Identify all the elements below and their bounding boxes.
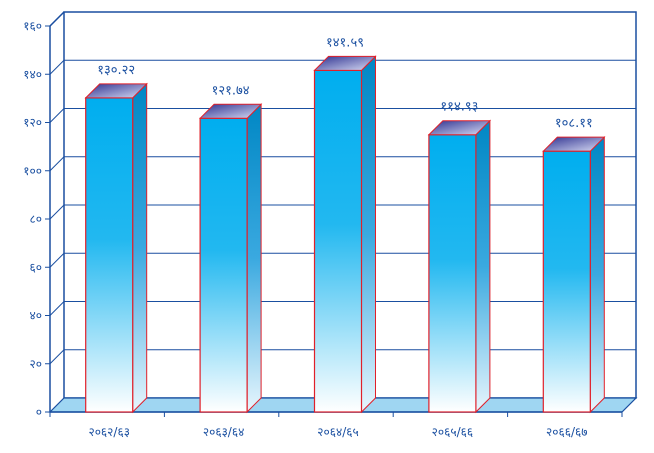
y-tick-label: १६० — [23, 19, 42, 33]
y-tick-label: ० — [36, 405, 42, 419]
bar — [85, 97, 134, 413]
y-tick-label: १४० — [23, 67, 42, 81]
bar-top — [84, 83, 148, 99]
y-tick-label: ४० — [30, 309, 42, 323]
gridline-side — [49, 349, 65, 365]
x-tick-label: २०६६/६७ — [546, 425, 587, 439]
gridline-side — [49, 252, 65, 268]
bar-top — [198, 103, 263, 119]
gridline-side — [49, 204, 65, 220]
bar-top — [313, 55, 377, 71]
gridline-side — [49, 59, 65, 75]
y-tick-label: ६० — [30, 260, 42, 274]
bar-side — [475, 119, 491, 414]
bar-side — [132, 82, 148, 414]
data-label: १२१.७४ — [212, 83, 250, 98]
bar-top — [427, 120, 492, 136]
data-label: ११४.९३ — [440, 100, 478, 115]
y-tick-label: १०० — [23, 164, 42, 178]
bars — [84, 55, 606, 414]
bar-top — [542, 136, 606, 152]
data-label: १४१.५९ — [326, 35, 364, 50]
bar — [542, 150, 591, 413]
bar-side — [589, 135, 605, 414]
y-tick-label: २० — [30, 357, 42, 371]
y-axis-ticks: ० २० ४० ६० ८० १०० १२० १४० १६० — [23, 19, 50, 419]
gridline-side — [49, 301, 65, 316]
bar — [428, 134, 477, 413]
bar — [313, 69, 363, 413]
y-tick-label: ८० — [30, 212, 42, 226]
gridline-side — [49, 108, 65, 123]
data-label: १०८.११ — [555, 116, 593, 131]
bar-side — [246, 103, 262, 414]
x-tick-label: २०६५/६६ — [432, 425, 473, 439]
bar — [199, 117, 248, 413]
x-tick-label: २०६४/६५ — [317, 425, 358, 439]
data-label: १३०.२२ — [97, 63, 135, 78]
gridline-side — [49, 11, 65, 27]
y-tick-label: १२० — [23, 116, 42, 130]
x-axis-categories: २०६२/६३ २०६३/६४ २०६४/६५ २०६५/६६ २०६६/६७ — [49, 412, 623, 439]
gridline-side — [49, 156, 65, 172]
bar-side — [361, 55, 376, 414]
x-tick-label: २०६२/६३ — [88, 425, 129, 439]
x-tick-label: २०६३/६४ — [203, 425, 244, 439]
data-labels: १३०.२२ १२१.७४ १४१.५९ ११४.९३ १०८.११ — [97, 35, 593, 131]
